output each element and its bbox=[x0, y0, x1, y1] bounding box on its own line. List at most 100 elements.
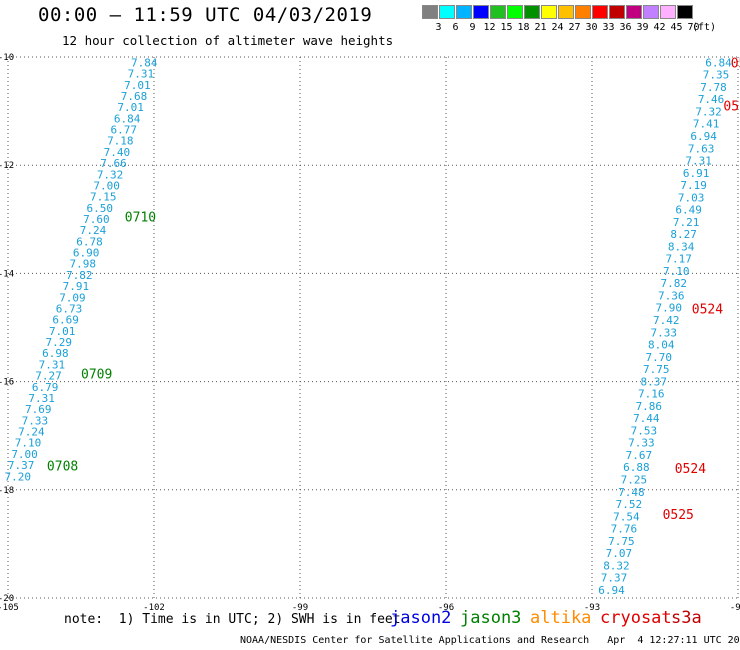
y-tick-label: -18 bbox=[0, 486, 14, 496]
wave-height-point: 8.34 bbox=[668, 240, 695, 253]
wave-height-point: 7.18 bbox=[107, 135, 134, 148]
color-swatch bbox=[490, 5, 506, 19]
wave-height-point: 6.78 bbox=[76, 235, 103, 248]
wave-height-point: 7.67 bbox=[626, 449, 653, 462]
wave-height-point: 7.40 bbox=[104, 146, 131, 159]
wave-height-point: 6.98 bbox=[42, 347, 69, 360]
wave-height-point: 7.33 bbox=[651, 326, 678, 339]
color-scale-label: 21 bbox=[534, 22, 547, 33]
color-swatch bbox=[456, 5, 472, 19]
wave-height-point: 6.90 bbox=[73, 247, 100, 260]
wave-height-point: 7.31 bbox=[685, 155, 712, 168]
wave-height-point: 7.86 bbox=[636, 400, 663, 413]
wave-height-point: 7.21 bbox=[673, 216, 700, 229]
color-scale-label: 33 bbox=[602, 22, 615, 33]
wave-height-point: 7.54 bbox=[613, 510, 640, 523]
wave-height-point: 7.35 bbox=[703, 69, 730, 82]
wave-height-point: 7.20 bbox=[4, 470, 31, 483]
color-scale-label: 9 bbox=[469, 22, 476, 33]
wave-height-point: 7.00 bbox=[11, 448, 38, 461]
wave-height-point: 7.01 bbox=[117, 101, 144, 114]
color-scale-label: 27 bbox=[568, 22, 581, 33]
wave-height-point: 7.16 bbox=[638, 388, 665, 401]
wave-height-point: 6.50 bbox=[87, 202, 114, 215]
color-scale-label: (ft) bbox=[691, 22, 717, 33]
color-swatch bbox=[507, 5, 523, 19]
color-swatch bbox=[541, 5, 557, 19]
wave-height-point: 7.48 bbox=[618, 486, 645, 499]
wave-height-point: 7.15 bbox=[90, 191, 117, 204]
wave-height-point: 6.88 bbox=[623, 461, 650, 474]
wave-height-point: 7.42 bbox=[653, 314, 680, 327]
y-tick-label: -14 bbox=[0, 269, 14, 279]
wave-height-point: 7.19 bbox=[680, 179, 707, 192]
wave-height-point: 7.69 bbox=[25, 403, 52, 416]
footer-credit: NOAA/NESDIS Center for Satellite Applica… bbox=[240, 635, 740, 646]
wave-height-point: 7.32 bbox=[695, 105, 722, 118]
chart-title: 00:00 – 11:59 UTC 04/03/2019 bbox=[38, 4, 373, 26]
wave-height-point: 7.24 bbox=[80, 224, 107, 237]
color-swatch bbox=[609, 5, 625, 19]
x-tick-label: -96 bbox=[438, 603, 454, 613]
wave-height-point: 8.27 bbox=[670, 228, 697, 241]
color-scale-label: 15 bbox=[500, 22, 513, 33]
wave-height-point: 7.82 bbox=[660, 277, 687, 290]
wave-height-point: 7.70 bbox=[646, 351, 673, 364]
x-tick-label: -99 bbox=[292, 603, 308, 613]
color-scale-label: 30 bbox=[585, 22, 598, 33]
x-tick-label: -90 bbox=[730, 603, 740, 613]
wave-height-point: 6.94 bbox=[598, 584, 625, 597]
color-swatch bbox=[660, 5, 676, 19]
wave-height-point: 7.98 bbox=[69, 258, 96, 271]
wave-height-point: 7.09 bbox=[59, 291, 86, 304]
pass-time-label: 0525 bbox=[663, 508, 694, 523]
satellite-legend-jason3: jason3 bbox=[460, 608, 522, 628]
wave-height-point: 7.10 bbox=[663, 265, 690, 278]
satellite-legend-s3a: s3a bbox=[671, 608, 702, 628]
wave-height-point: 8.32 bbox=[603, 559, 630, 572]
y-tick-label: -10 bbox=[0, 53, 14, 63]
color-scale-label: 18 bbox=[517, 22, 530, 33]
y-tick-label: -12 bbox=[0, 161, 14, 171]
color-swatch bbox=[558, 5, 574, 19]
wave-height-point: 7.44 bbox=[633, 412, 660, 425]
wave-height-point: 7.90 bbox=[655, 302, 682, 315]
pass-time-label: 0708 bbox=[47, 459, 78, 474]
wave-height-point: 7.33 bbox=[628, 437, 655, 450]
wave-height-point: 7.75 bbox=[643, 363, 670, 376]
wave-height-point: 7.52 bbox=[616, 498, 643, 511]
wave-height-point: 7.25 bbox=[621, 473, 648, 486]
wave-height-point: 7.31 bbox=[28, 392, 55, 405]
footer-note: note: 1) Time is in UTC; 2) SWH is in fe… bbox=[64, 612, 401, 627]
wave-height-point: 7.41 bbox=[693, 118, 720, 131]
wave-height-point: 7.37 bbox=[601, 572, 628, 585]
color-swatch bbox=[422, 5, 438, 19]
wave-height-point: 7.46 bbox=[698, 93, 725, 106]
color-swatch bbox=[592, 5, 608, 19]
y-tick-label: -20 bbox=[0, 594, 14, 604]
color-scale-label: 70 bbox=[687, 22, 700, 33]
pass-time-label: 0523 bbox=[723, 100, 740, 115]
wave-height-point: 6.79 bbox=[32, 381, 59, 394]
wave-height-point: 7.66 bbox=[100, 157, 127, 170]
satellite-legend-altika: altika bbox=[530, 608, 592, 628]
color-scale-label: 39 bbox=[636, 22, 649, 33]
x-tick-label: -105 bbox=[0, 603, 19, 613]
wave-height-point: 7.63 bbox=[688, 142, 715, 155]
wave-height-point: 7.29 bbox=[46, 336, 73, 349]
wave-height-point: 7.33 bbox=[22, 414, 49, 427]
color-swatch bbox=[473, 5, 489, 19]
wave-height-point: 7.91 bbox=[63, 280, 90, 293]
wave-height-point: 7.10 bbox=[15, 437, 42, 450]
color-swatch bbox=[626, 5, 642, 19]
pass-time-label: 0523 bbox=[731, 56, 740, 71]
color-swatch bbox=[439, 5, 455, 19]
pass-time-label: 0710 bbox=[125, 211, 156, 226]
pass-time-label: 0524 bbox=[675, 462, 706, 477]
wave-height-point: 7.17 bbox=[665, 253, 692, 266]
color-swatch bbox=[575, 5, 591, 19]
wave-height-point: 6.84 bbox=[705, 56, 732, 69]
color-scale-label: 42 bbox=[653, 22, 666, 33]
color-swatch bbox=[524, 5, 540, 19]
